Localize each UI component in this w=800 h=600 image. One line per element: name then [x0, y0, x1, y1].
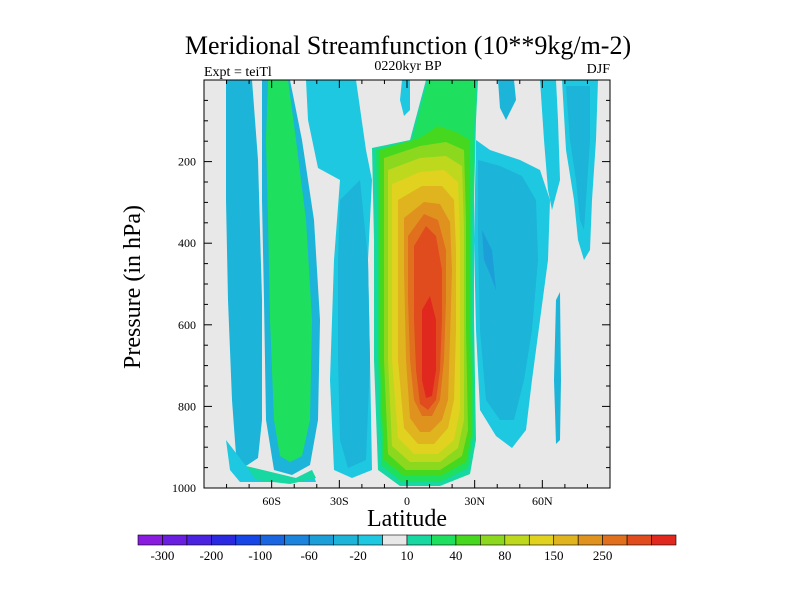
- contour-nh-blue: [478, 160, 538, 420]
- colorbar-box: [553, 534, 579, 546]
- colorbar-box: [480, 534, 506, 546]
- x-tick-label: 60S: [262, 494, 281, 508]
- contour-30s-outer: [338, 180, 370, 468]
- contour-50s-green: [266, 80, 312, 462]
- colorbar-box: [211, 534, 237, 546]
- colorbar-box: [577, 534, 603, 546]
- colorbar-label: -300: [151, 548, 175, 563]
- y-tick-label: 1000: [172, 481, 196, 495]
- colorbar-box: [528, 534, 555, 546]
- contour-field: [226, 80, 598, 486]
- colorbar-box: [431, 534, 457, 546]
- colorbar-box: [284, 534, 310, 546]
- contour-60n-cyan: [540, 80, 560, 210]
- contour-eq-top-cyan: [400, 80, 410, 116]
- colorbar-box: [308, 534, 334, 546]
- y-tick-label: 600: [178, 318, 196, 332]
- x-axis-label: Latitude: [367, 506, 447, 532]
- y-axis-label: Pressure (in hPa): [120, 205, 146, 369]
- season-label: DJF: [587, 62, 611, 77]
- colorbar-label: 10: [401, 548, 414, 563]
- colorbar-label: -60: [301, 548, 318, 563]
- colorbar-box: [602, 534, 628, 546]
- chart-title: Meridional Streamfunction (10**9kg/m-2): [185, 31, 631, 60]
- colorbar-box: [406, 534, 432, 546]
- colorbar: -300 -200 -100 -60 -20 10 40 80 150 250: [137, 534, 677, 563]
- colorbar-box: [382, 534, 408, 546]
- colorbar-label: 250: [593, 548, 613, 563]
- colorbar-box: [651, 534, 677, 546]
- y-tick-label: 200: [178, 155, 196, 169]
- contour-40s-cyan-bottom: [226, 440, 316, 482]
- colorbar-label: -20: [349, 548, 366, 563]
- plot-area: 200 400 600 800 1000 60S 30S 0 30N 60N: [172, 79, 611, 508]
- colorbar-label: 80: [498, 548, 511, 563]
- colorbar-label: 150: [544, 548, 564, 563]
- x-tick-label: 30N: [464, 494, 485, 508]
- x-tick-label: 0: [404, 494, 410, 508]
- colorbar-box: [162, 534, 188, 546]
- colorbar-box: [504, 534, 530, 546]
- colorbar-box: [186, 534, 212, 546]
- contour-80n-strip: [554, 292, 561, 444]
- y-tick-label: 400: [178, 236, 196, 250]
- experiment-label: Expt = teiTl: [204, 65, 272, 80]
- colorbar-box: [259, 534, 286, 546]
- period-label: 0220kyr BP: [374, 59, 442, 74]
- y-tick-label: 800: [178, 399, 196, 413]
- contour-60s-outer: [226, 80, 262, 466]
- x-tick-label: 30S: [330, 494, 349, 508]
- contour-nh-darkblue: [482, 230, 496, 290]
- colorbar-box: [333, 534, 359, 546]
- contour-nh-top: [498, 80, 516, 120]
- colorbar-box: [626, 534, 652, 546]
- colorbar-box: [235, 534, 261, 546]
- contour-70n-blue: [566, 86, 590, 230]
- contour-40s-green-bottom: [246, 466, 316, 484]
- colorbar-box: [137, 534, 163, 546]
- colorbar-label: -200: [199, 548, 223, 563]
- colorbar-box: [455, 534, 481, 546]
- colorbar-box: [357, 534, 383, 546]
- contour-eq-350: [422, 296, 436, 398]
- colorbar-label: -100: [248, 548, 272, 563]
- x-tick-label: 60N: [532, 494, 553, 508]
- colorbar-label: 40: [449, 548, 462, 563]
